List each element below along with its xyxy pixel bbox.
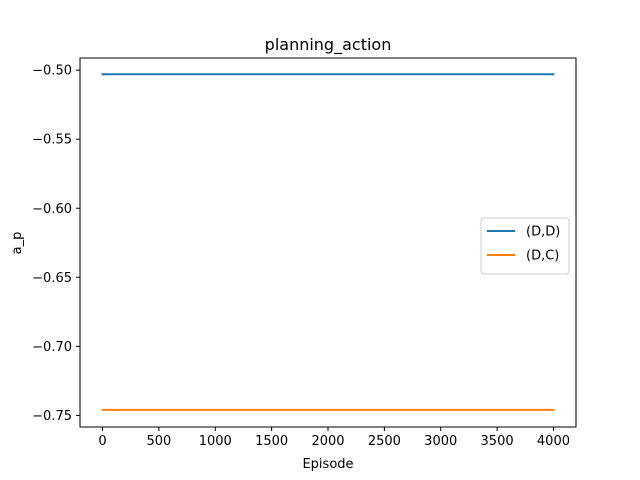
y-tick-label: −0.60: [32, 202, 72, 217]
x-tick-label: 3000: [424, 434, 457, 449]
x-tick-label: 0: [98, 434, 106, 449]
x-tick-label: 500: [146, 434, 171, 449]
y-tick-label: −0.70: [32, 340, 72, 355]
plot-area: 0 500 1000 1500 2000 2500 3000 3500 4000 −0.50 −0.…: [32, 57, 577, 449]
x-tick-label: 1000: [199, 434, 232, 449]
x-axis-label: Episode: [302, 457, 353, 472]
x-tick-label: 2500: [368, 434, 401, 449]
x-tick-label: 4000: [537, 434, 570, 449]
y-tick-label: −0.75: [32, 409, 72, 424]
y-axis-label: a_p: [10, 232, 25, 255]
legend: (D,D) (D,C): [480, 217, 570, 275]
x-tick-label: 1500: [255, 434, 288, 449]
x-tick-label: 3500: [481, 434, 514, 449]
y-tick-label: −0.50: [32, 64, 72, 79]
y-tick-label: −0.65: [32, 271, 72, 286]
x-tick-label: 2000: [311, 434, 344, 449]
legend-label-1: (D,C): [526, 249, 559, 264]
y-tick-label: −0.55: [32, 133, 72, 148]
chart-title: planning_action: [265, 35, 392, 55]
legend-label-0: (D,D): [526, 225, 560, 240]
